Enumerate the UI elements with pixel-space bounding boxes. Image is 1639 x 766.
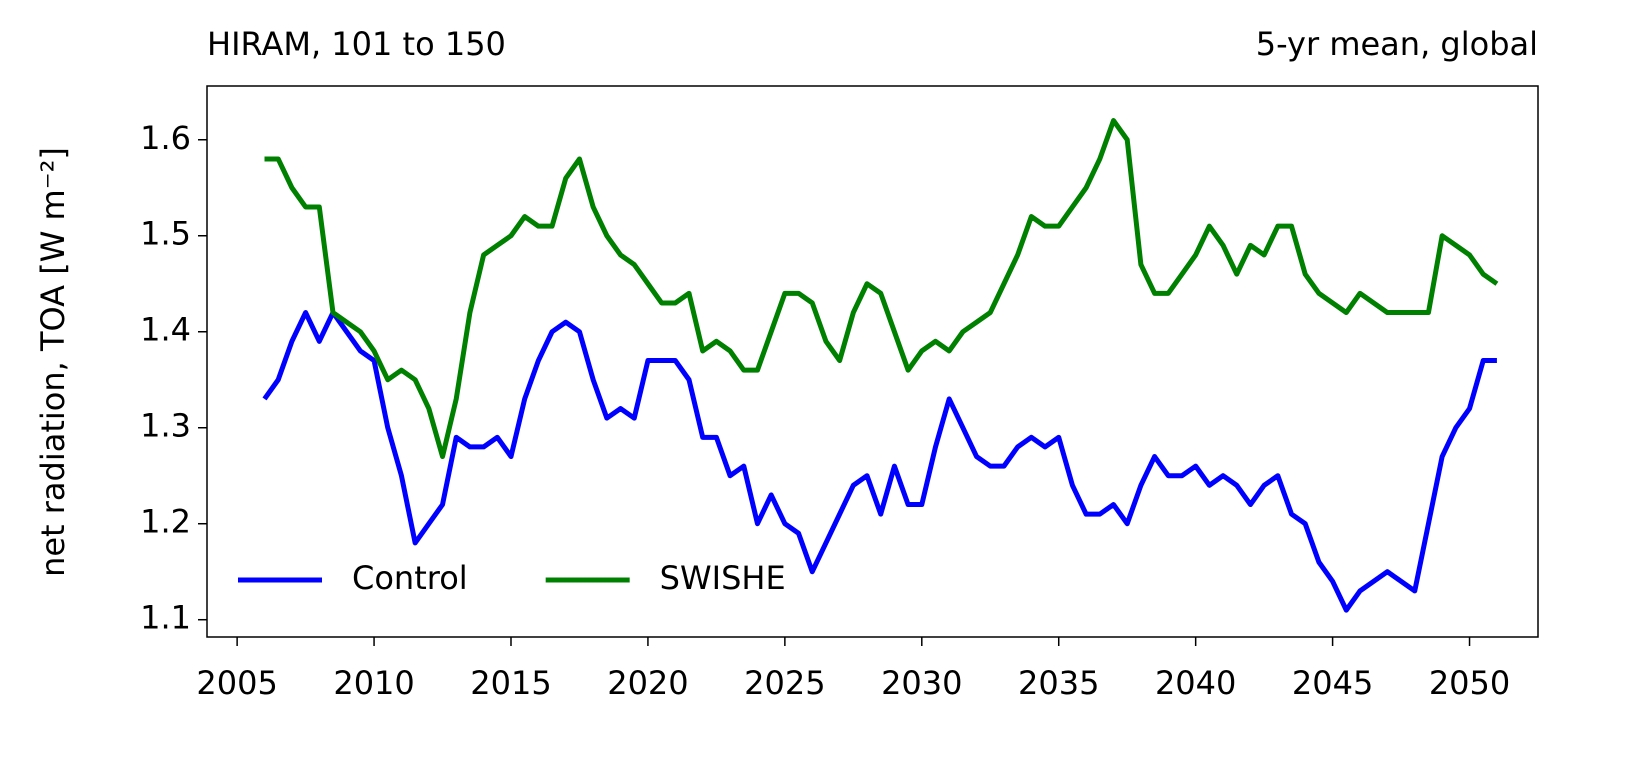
legend-label: Control (352, 559, 468, 597)
y-tick-label: 1.6 (140, 119, 191, 157)
chart-title-left: HIRAM, 101 to 150 (207, 25, 506, 63)
x-tick-label: 2035 (1018, 664, 1099, 702)
y-axis-label: net radiation, TOA [W m⁻²] (34, 147, 72, 577)
x-tick-label: 2050 (1429, 664, 1510, 702)
chart-title-right: 5-yr mean, global (1256, 25, 1538, 63)
plot-frame (206, 85, 1539, 638)
x-tick-label: 2005 (196, 664, 277, 702)
y-tick-label: 1.4 (140, 311, 191, 349)
x-tick-label: 2020 (607, 664, 688, 702)
y-tick-label: 1.2 (140, 503, 191, 541)
line-series (264, 118, 1499, 460)
x-tick-label: 2010 (333, 664, 414, 702)
y-tick-label: 1.5 (140, 215, 191, 253)
y-tick-label: 1.3 (140, 407, 191, 445)
x-tick-label: 2025 (744, 664, 825, 702)
x-tick-label: 2045 (1292, 664, 1373, 702)
y-tick-label: 1.1 (140, 599, 191, 637)
legend-label: SWISHE (660, 559, 786, 597)
line-series (262, 310, 1497, 613)
x-tick-label: 2030 (881, 664, 962, 702)
x-tick-label: 2040 (1155, 664, 1236, 702)
x-tick-label: 2015 (470, 664, 551, 702)
